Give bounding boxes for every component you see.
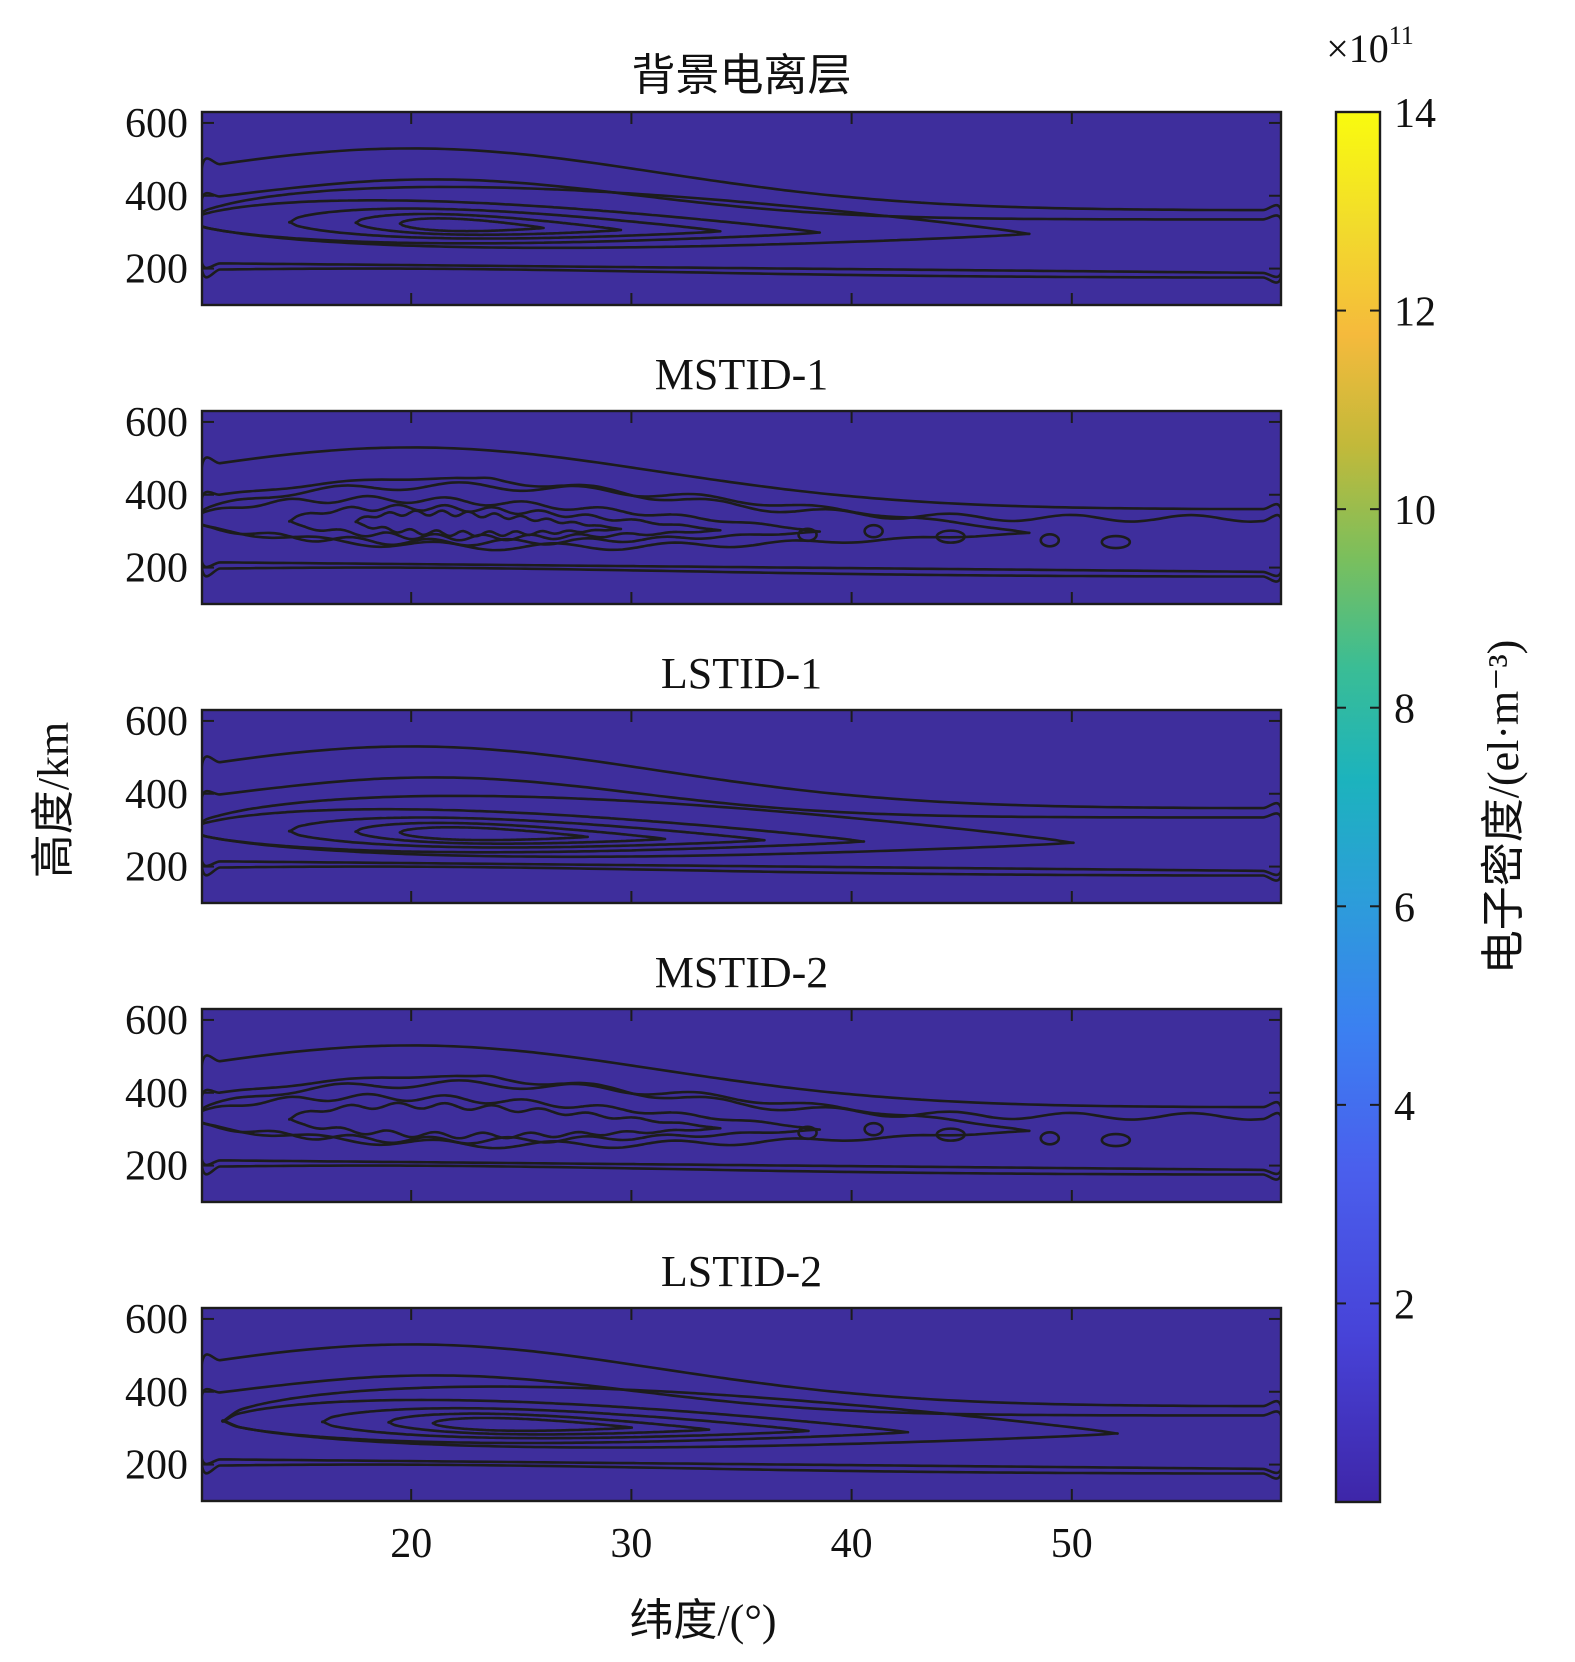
panel-2: MSTID-1 200 400 600 (125, 350, 1283, 606)
y-tick-label: 600 (125, 1297, 188, 1343)
x-tick-label: 40 (831, 1521, 873, 1567)
contour-level-3 (202, 1092, 822, 1145)
panel-1: 背景电离层 200 400 600 (125, 51, 1283, 307)
wave-island (1039, 1130, 1061, 1146)
colorbar-tick-label: 8 (1394, 687, 1415, 733)
panel-3-fill (202, 710, 1281, 903)
wave-island (935, 1127, 966, 1142)
colorbar-ticks: 2 4 6 8 10 12 14 (1336, 91, 1436, 1328)
wave-island (863, 1121, 884, 1137)
contour-level-5 (387, 1412, 711, 1436)
contour-panels: 背景电离层 200 400 600 MSTID-1 200 400 600 LSTID-1 200… (125, 51, 1283, 1503)
y-tick-label: 400 (125, 473, 188, 519)
contour-level-5 (354, 212, 623, 237)
panel-2-fill (202, 411, 1281, 604)
colorbar-tick-label: 2 (1394, 1282, 1415, 1328)
wave-island (935, 529, 966, 544)
y-tick-label: 400 (125, 1071, 188, 1117)
wave-islands (797, 523, 1132, 550)
contour-level-2 (220, 1385, 1119, 1449)
y-tick-label: 200 (125, 546, 188, 592)
panel-4-fill (202, 1009, 1281, 1202)
panel-4: MSTID-2 200 400 600 (125, 948, 1283, 1204)
panel-frame (200, 409, 1283, 606)
wave-island (1039, 532, 1061, 548)
colorbar: 2 4 6 8 10 12 14 ×1011 电子密度/(el·m⁻³) (1326, 21, 1528, 1504)
contour-level-4 (320, 1406, 810, 1440)
colorbar-multiplier: ×1011 (1326, 21, 1414, 71)
colorbar-frame (1334, 110, 1382, 1504)
contour-level-6 (398, 825, 589, 842)
x-tick-label: 30 (610, 1521, 652, 1567)
colorbar-tick-label: 4 (1394, 1084, 1415, 1130)
panel-frame (200, 1007, 1283, 1204)
contour-level-4 (287, 816, 766, 849)
contour-level-4 (287, 503, 722, 542)
contour-level-6 (431, 1416, 634, 1433)
panel-1-fill (202, 112, 1281, 305)
panel-title: LSTID-1 (661, 649, 822, 698)
contour-level-3 (202, 494, 822, 547)
wave-island (797, 527, 818, 543)
contour-level-4 (287, 207, 722, 240)
colorbar-gradient (1336, 112, 1380, 1502)
wave-island (797, 1125, 818, 1141)
panel-title: LSTID-2 (661, 1247, 822, 1296)
y-axis-label: 高度/km (29, 722, 78, 878)
panel-3: LSTID-1 200 400 600 (125, 649, 1283, 905)
colorbar-tick-label: 10 (1394, 488, 1436, 534)
contour-level-5 (354, 509, 623, 538)
panel-title: MSTID-2 (655, 948, 829, 997)
y-tick-label: 200 (125, 247, 188, 293)
contour-level-3 (202, 807, 866, 854)
panel-frame (200, 708, 1283, 905)
y-tick-label: 600 (125, 101, 188, 147)
colorbar-tick-label: 6 (1394, 885, 1415, 931)
contour-level-3 (221, 1398, 910, 1445)
wave-island (863, 523, 884, 539)
colorbar-tick-label: 14 (1394, 91, 1436, 137)
contour-level-4 (287, 1101, 722, 1140)
contour-level-2 (202, 794, 1075, 859)
y-tick-label: 200 (125, 845, 188, 891)
contour-level-3 (202, 199, 822, 245)
contour-level-2 (202, 185, 1031, 250)
panel-title: MSTID-1 (655, 350, 829, 399)
y-tick-label: 400 (125, 174, 188, 220)
y-tick-label: 600 (125, 998, 188, 1044)
panel-5: LSTID-2 200 400 600 (125, 1247, 1283, 1503)
panel-title: 背景电离层 (632, 51, 852, 100)
y-tick-label: 400 (125, 772, 188, 818)
x-tick-label: 50 (1051, 1521, 1093, 1567)
colorbar-multiplier-exp: 11 (1389, 21, 1414, 50)
contour-level-6 (398, 217, 545, 233)
wave-islands (797, 1121, 1132, 1148)
colorbar-tick-label: 12 (1394, 290, 1436, 336)
y-tick-label: 600 (125, 400, 188, 446)
y-tick-label: 200 (125, 1144, 188, 1190)
colorbar-multiplier-base: ×10 (1326, 26, 1389, 71)
y-tick-label: 200 (125, 1443, 188, 1489)
panel-5-fill (202, 1308, 1281, 1501)
panel-frame (200, 110, 1283, 307)
contour-level-5 (354, 821, 667, 846)
x-axis-label: 纬度/(°) (629, 1596, 776, 1645)
y-tick-label: 600 (125, 699, 188, 745)
wave-island (1100, 534, 1132, 550)
y-tick-label: 400 (125, 1370, 188, 1416)
panel-frame (200, 1306, 1283, 1503)
x-tick-label: 20 (390, 1521, 432, 1567)
wave-island (1100, 1132, 1132, 1148)
colorbar-label: 电子密度/(el·m⁻³) (1479, 640, 1528, 975)
